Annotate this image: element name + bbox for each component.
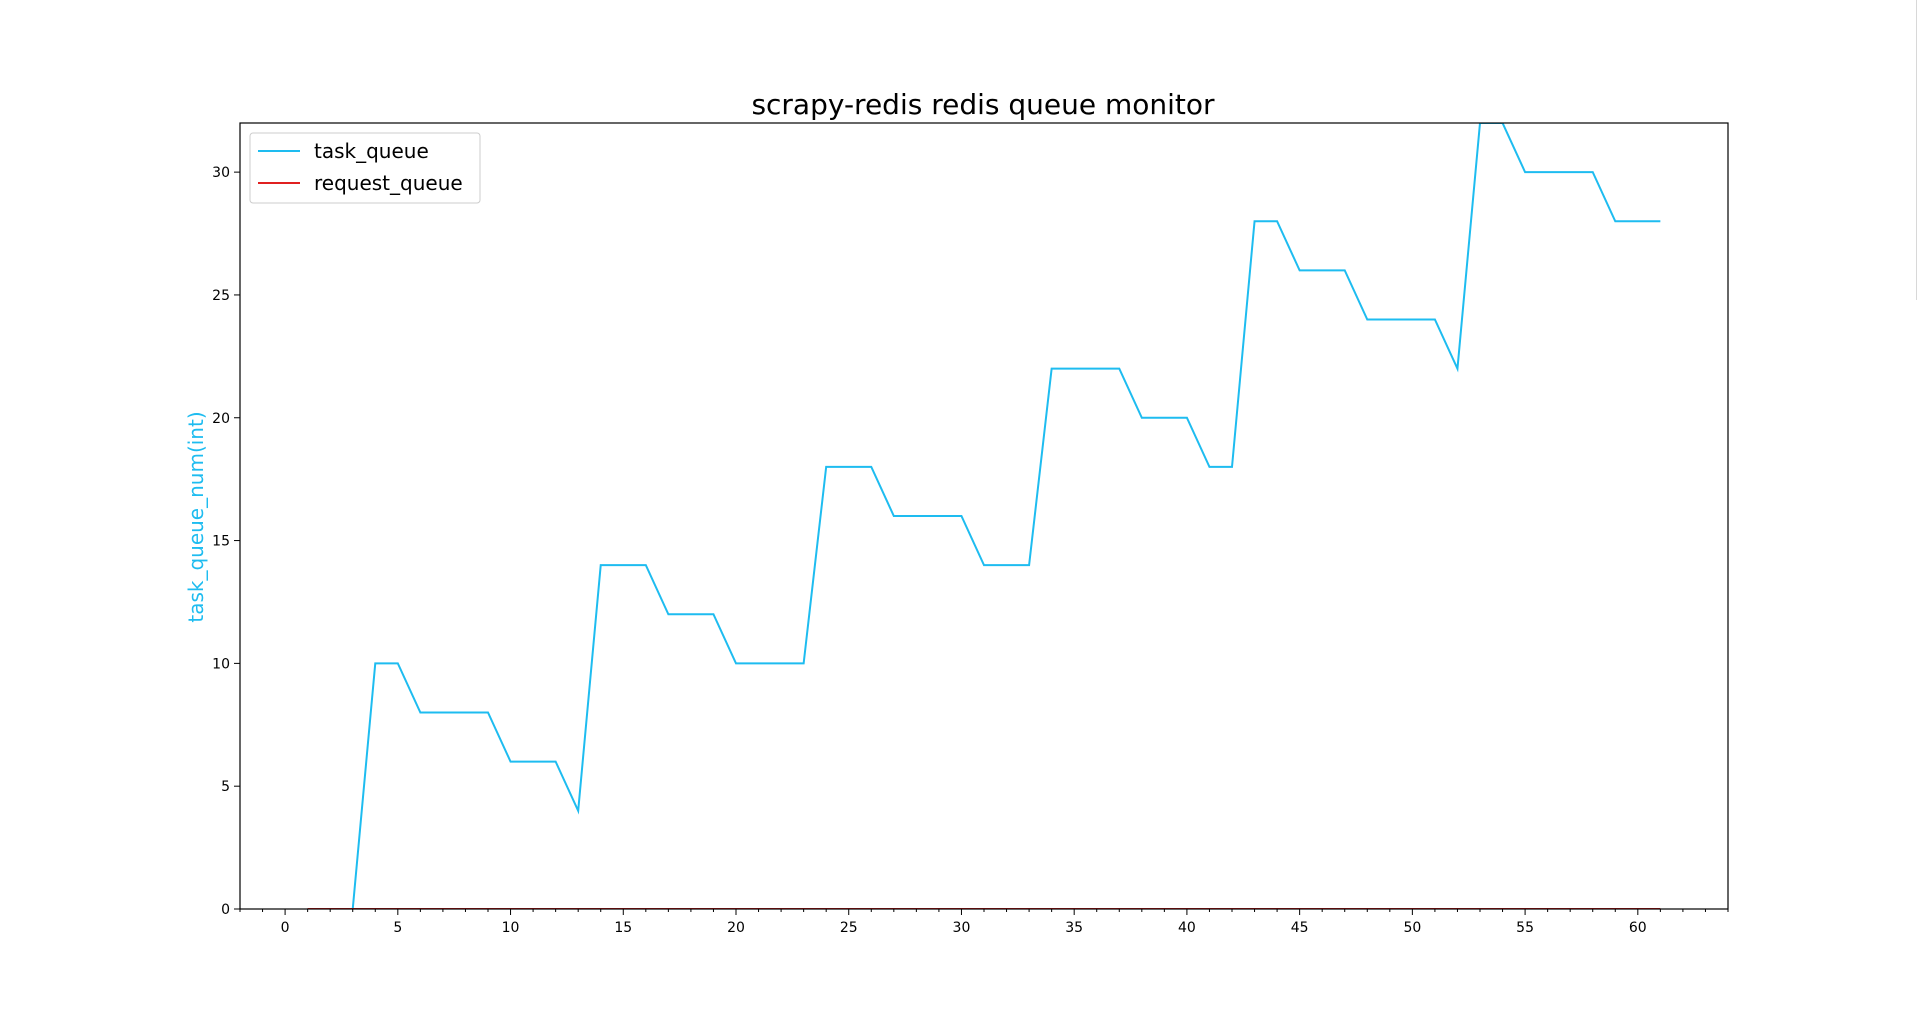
plot-area (240, 123, 1728, 909)
series-layer (307, 123, 1661, 909)
y-tick-label: 5 (221, 779, 230, 795)
legend-box (249, 132, 481, 204)
x-tick-label: 15 (614, 920, 632, 936)
y-tick-label: 0 (221, 902, 230, 918)
x-tick-label: 60 (1629, 920, 1647, 936)
y-tick-label: 30 (212, 165, 230, 181)
series-line-task-queue (307, 123, 1661, 909)
x-tick-label: 55 (1516, 920, 1534, 936)
chart-title: scrapy-redis redis queue monitor (751, 88, 1215, 121)
x-tick-label: 0 (281, 920, 290, 936)
legend: task_queue request_queue (249, 132, 481, 204)
y-axis-label: task_queue_num(int) (184, 411, 208, 622)
x-tick-label: 5 (393, 920, 402, 936)
x-tick-label: 25 (840, 920, 858, 936)
x-tick-label: 40 (1178, 920, 1196, 936)
y-tick-label: 20 (212, 411, 230, 427)
x-tick-label: 45 (1291, 920, 1309, 936)
x-tick-label: 35 (1065, 920, 1083, 936)
x-tick-label: 10 (502, 920, 520, 936)
legend-label-task-queue: task_queue (314, 139, 429, 163)
axes-layer: 0 5 10 15 20 25 30 35 40 45 50 55 60 0 5 10 15 20 25 30 (212, 122, 1729, 936)
x-tick-label: 50 (1403, 920, 1421, 936)
window-edge (1916, 0, 1917, 300)
x-tick-label: 20 (727, 920, 745, 936)
y-tick-label: 25 (212, 288, 230, 304)
y-tick-label: 10 (212, 656, 230, 672)
legend-label-request-queue: request_queue (314, 171, 463, 195)
plot-background (240, 123, 1728, 909)
y-tick-label: 15 (212, 534, 230, 550)
x-tick-label: 30 (953, 920, 971, 936)
